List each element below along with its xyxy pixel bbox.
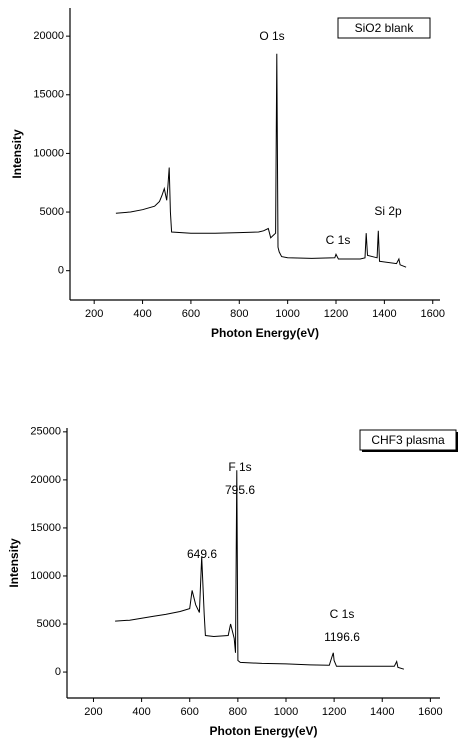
x-tick-label: 1000 xyxy=(275,308,299,320)
peak-annotation: 1196.6 xyxy=(324,630,360,644)
spectrum-line xyxy=(115,53,407,268)
x-axis-label: Photon Energy(eV) xyxy=(209,724,317,738)
x-tick-label: 1200 xyxy=(324,308,348,320)
peak-annotation: O 1s xyxy=(259,29,284,43)
peak-annotation: 649.6 xyxy=(187,547,217,561)
x-tick-label: 600 xyxy=(181,706,199,718)
y-tick-label: 20000 xyxy=(33,30,64,42)
x-tick-label: 400 xyxy=(132,706,150,718)
x-tick-label: 400 xyxy=(133,308,151,320)
peak-annotation: 795.6 xyxy=(225,483,255,497)
y-tick-label: 20000 xyxy=(30,474,61,486)
x-tick-label: 200 xyxy=(85,308,103,320)
legend-box xyxy=(359,429,457,451)
peak-annotation: F 1s xyxy=(228,460,251,474)
peak-annotation: C 1s xyxy=(330,607,355,621)
y-tick-label: 25000 xyxy=(30,426,61,438)
y-axis-label: Intensity xyxy=(10,129,24,179)
x-tick-label: 1400 xyxy=(370,706,394,718)
spectrum-line xyxy=(115,470,405,670)
y-tick-label: 10000 xyxy=(30,570,61,582)
x-tick-label: 200 xyxy=(84,706,102,718)
x-tick-label: 1600 xyxy=(421,308,445,320)
y-axis-label: Intensity xyxy=(7,538,21,588)
x-tick-label: 800 xyxy=(230,308,248,320)
y-tick-label: 15000 xyxy=(33,89,64,101)
y-tick-label: 0 xyxy=(58,265,64,277)
legend-box xyxy=(337,17,431,39)
x-tick-label: 1400 xyxy=(372,308,396,320)
legend-text: CHF3 plasma xyxy=(371,433,445,447)
legend-text: SiO2 blank xyxy=(355,21,415,35)
peak-annotation: Si 2p xyxy=(374,204,402,218)
y-tick-label: 5000 xyxy=(40,206,64,218)
x-tick-label: 1200 xyxy=(322,706,346,718)
x-axis-label: Photon Energy(eV) xyxy=(211,326,319,340)
y-tick-label: 15000 xyxy=(30,522,61,534)
x-tick-label: 800 xyxy=(229,706,247,718)
x-tick-label: 600 xyxy=(182,308,200,320)
peak-annotation: C 1s xyxy=(326,233,351,247)
x-tick-label: 1000 xyxy=(274,706,298,718)
x-tick-label: 1600 xyxy=(418,706,442,718)
y-tick-label: 0 xyxy=(55,666,61,678)
y-tick-label: 5000 xyxy=(37,618,61,630)
y-tick-label: 10000 xyxy=(33,147,64,159)
